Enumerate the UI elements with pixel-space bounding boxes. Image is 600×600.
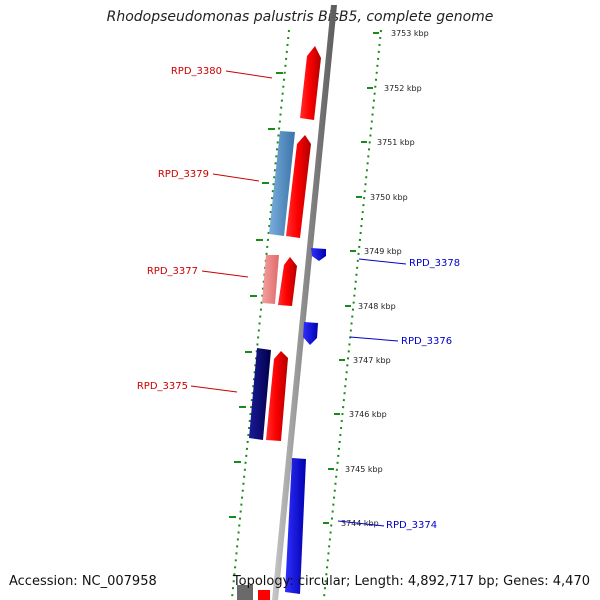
gene-label[interactable]: RPD_3378 bbox=[409, 258, 460, 269]
gene-arrow-RPD_3377[interactable] bbox=[278, 257, 297, 306]
gene-labels: RPD_3380 RPD_3379 RPD_3378 RPD_3377 RPD_… bbox=[137, 66, 460, 531]
feature-blocks bbox=[249, 131, 295, 440]
gene-block-RPD_3379-steel[interactable] bbox=[269, 131, 295, 236]
ruler-tick-label: 3751 kbp bbox=[377, 138, 415, 147]
gene-arrow-RPD_3378[interactable] bbox=[311, 248, 326, 261]
ruler-tick: 3747 kbp bbox=[339, 356, 391, 365]
gene-arrow-RPD_3374[interactable] bbox=[285, 458, 306, 594]
gene-label[interactable]: RPD_3379 bbox=[158, 169, 209, 180]
reverse-genes bbox=[285, 248, 326, 594]
ruler-dotted-track bbox=[323, 29, 382, 599]
forward-genes bbox=[262, 46, 321, 441]
genome-backbone bbox=[272, 5, 337, 600]
gene-arrow-RPD_3379[interactable] bbox=[286, 135, 311, 238]
ruler-tick-label: 3749 kbp bbox=[364, 247, 402, 256]
bottom-partial-features bbox=[237, 585, 270, 600]
gene-label[interactable]: RPD_3374 bbox=[386, 520, 437, 531]
ruler-tick-label: 3745 kbp bbox=[345, 465, 383, 474]
gene-arrow-RPD_3380[interactable] bbox=[300, 46, 321, 120]
gene-label[interactable]: RPD_3377 bbox=[147, 266, 198, 277]
inner-dotted-track bbox=[231, 29, 290, 599]
ruler-tick-label: 3748 kbp bbox=[358, 302, 396, 311]
label-leader-lines bbox=[190, 70, 407, 527]
accession-text: Accession: NC_007958 bbox=[9, 574, 157, 589]
gene-arrow-RPD_3377-pink[interactable] bbox=[262, 255, 279, 304]
ruler-tick-label: 3752 kbp bbox=[384, 84, 422, 93]
topology-text: Topology: circular; Length: 4,892,717 bp… bbox=[232, 574, 590, 589]
gene-label[interactable]: RPD_3376 bbox=[401, 336, 452, 347]
ruler-tick: 3745 kbp bbox=[328, 465, 383, 474]
ruler-tick: 3744 kbp bbox=[323, 519, 379, 528]
ruler-tick: 3751 kbp bbox=[361, 138, 415, 147]
ruler-tick: 3750 kbp bbox=[356, 193, 408, 202]
ruler-tick: 3749 kbp bbox=[350, 247, 402, 256]
gene-arrow-RPD_3375[interactable] bbox=[266, 351, 288, 441]
ruler-tick-label: 3746 kbp bbox=[349, 410, 387, 419]
inner-track-markers bbox=[229, 72, 283, 518]
ruler-tick-label: 3747 kbp bbox=[353, 356, 391, 365]
ruler-tick: 3752 kbp bbox=[367, 84, 422, 93]
ruler-tick-label: 3753 kbp bbox=[391, 29, 429, 38]
gene-label[interactable]: RPD_3375 bbox=[137, 381, 188, 392]
gene-arrow-RPD_3376[interactable] bbox=[303, 322, 318, 345]
ruler-tick-label: 3750 kbp bbox=[370, 193, 408, 202]
ruler-tick: 3746 kbp bbox=[334, 410, 387, 419]
gene-block-RPD_3375-navy[interactable] bbox=[249, 348, 271, 440]
genome-title: Rhodopseudomonas palustris BisB5, comple… bbox=[106, 9, 494, 25]
ruler-tick: 3748 kbp bbox=[345, 302, 396, 311]
ruler-tick: 3753 kbp bbox=[373, 29, 429, 38]
gene-label[interactable]: RPD_3380 bbox=[171, 66, 222, 77]
ruler-ticks: 3753 kbp 3752 kbp 3751 kbp 3750 kbp 3749… bbox=[323, 29, 429, 528]
